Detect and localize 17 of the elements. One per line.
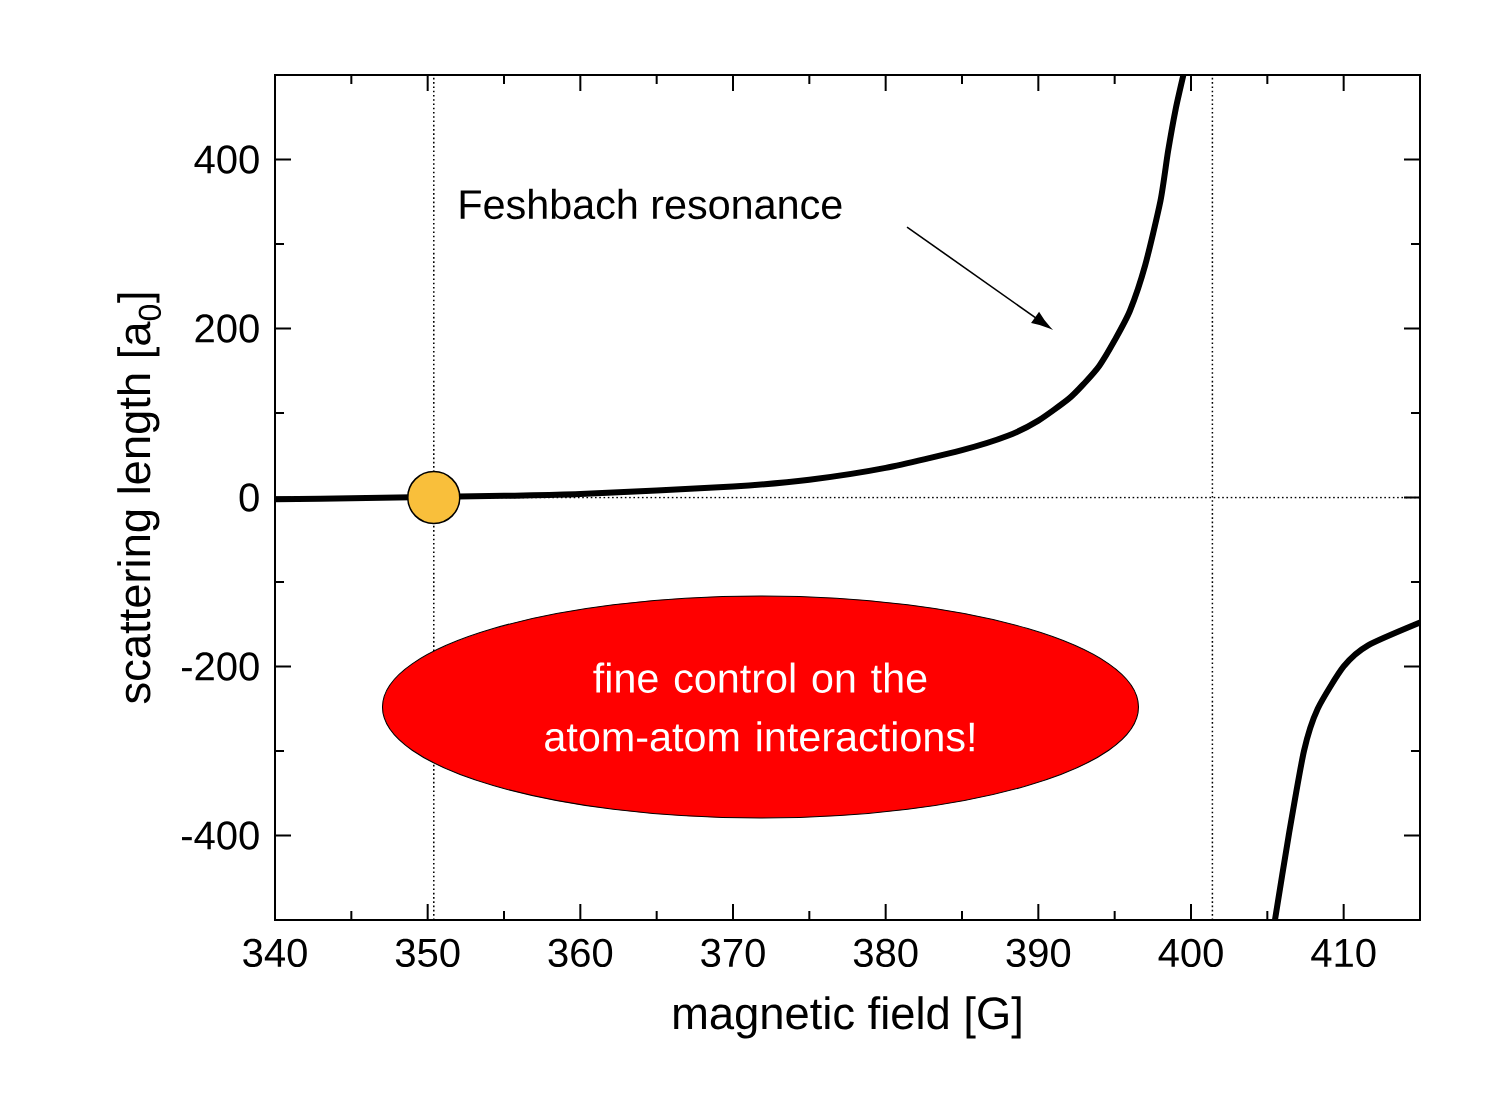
x-tick-label: 360 bbox=[548, 938, 613, 968]
y-tick-label: 400 bbox=[194, 145, 259, 174]
x-tick-label: 400 bbox=[1158, 938, 1223, 968]
x-tick-label: 380 bbox=[853, 938, 918, 968]
y-tick-label: 200 bbox=[195, 314, 259, 343]
x-tick-label: 350 bbox=[395, 938, 460, 968]
annotation: fine control on the atom-atom interactions! bbox=[545, 662, 974, 752]
annotation: Feshbach resonance bbox=[460, 188, 842, 220]
y-axis-title: scattering length [a$_{0}$] bbox=[117, 293, 162, 704]
x-tick-label: 370 bbox=[701, 938, 765, 968]
y-tick-label: -400 bbox=[182, 821, 259, 850]
x-axis-title: magnetic field [G] bbox=[674, 996, 1021, 1039]
x-tick-label: 340 bbox=[243, 938, 307, 968]
y-tick-label: 0 bbox=[239, 483, 259, 512]
x-tick-label: 410 bbox=[1311, 938, 1376, 968]
x-tick-label: 390 bbox=[1006, 938, 1071, 968]
y-tick-label: -200 bbox=[182, 652, 259, 681]
